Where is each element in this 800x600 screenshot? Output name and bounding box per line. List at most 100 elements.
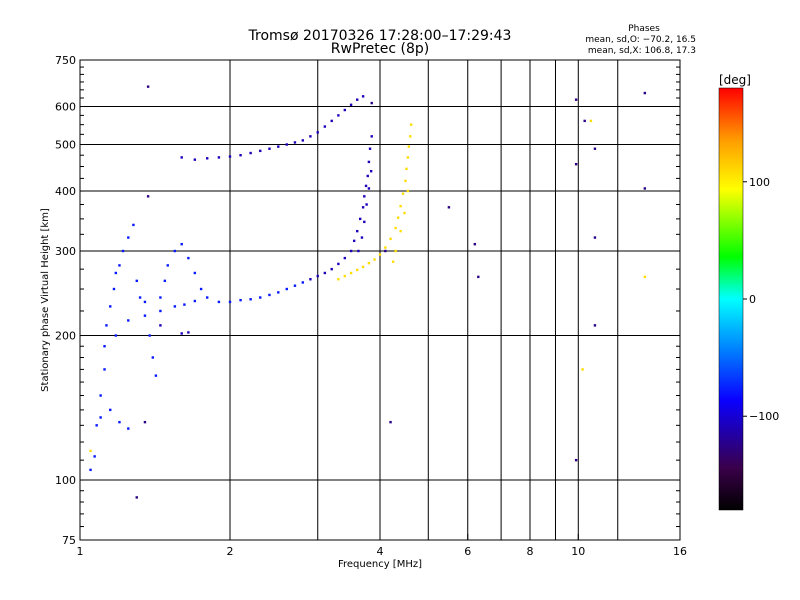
data-point <box>574 98 578 101</box>
data-point <box>112 287 116 291</box>
data-point <box>323 125 327 128</box>
data-point <box>401 192 405 195</box>
data-point <box>365 203 368 206</box>
data-point <box>593 236 597 239</box>
data-point <box>316 274 319 278</box>
x-tick-label: 10 <box>571 545 585 558</box>
data-point <box>337 262 340 266</box>
data-point <box>166 264 169 267</box>
data-point <box>99 416 102 419</box>
data-point <box>193 158 197 161</box>
chart-title: Tromsø 20170326 17:28:00–17:29:43 <box>248 28 512 44</box>
data-point <box>309 278 312 281</box>
data-point <box>367 160 371 164</box>
data-point <box>405 167 408 171</box>
data-point <box>581 368 584 371</box>
x-tick-label: 8 <box>527 545 534 558</box>
y-tick-label: 75 <box>62 534 76 547</box>
data-point <box>293 141 297 144</box>
data-point <box>643 91 647 95</box>
data-point <box>389 237 392 241</box>
data-point <box>103 345 106 348</box>
data-point <box>109 305 112 308</box>
data-point <box>118 264 121 267</box>
data-point <box>330 267 333 271</box>
data-point <box>473 242 477 246</box>
data-point <box>114 271 118 275</box>
data-point <box>103 368 106 371</box>
y-tick-label: 200 <box>55 330 76 343</box>
colorbar <box>718 87 744 511</box>
data-point <box>132 223 135 227</box>
data-point <box>99 394 102 397</box>
grid-lines <box>80 60 680 540</box>
data-point <box>404 179 407 183</box>
data-point <box>135 496 138 499</box>
data-point <box>384 249 387 253</box>
stats-line-x: mean, sd,X: 106.8, 17.3 <box>588 46 696 56</box>
data-point <box>366 174 369 178</box>
data-point <box>301 281 305 284</box>
data-point <box>403 211 406 215</box>
data-point <box>159 324 162 327</box>
data-point <box>394 249 397 253</box>
data-point <box>593 147 597 150</box>
data-point <box>205 157 209 160</box>
data-point <box>183 303 186 306</box>
data-point <box>343 274 347 278</box>
stats-heading: Phases <box>628 24 660 34</box>
data-point <box>349 271 353 275</box>
data-point <box>277 145 280 148</box>
data-point <box>391 260 395 263</box>
data-point <box>409 135 412 138</box>
data-point <box>228 155 232 158</box>
data-point <box>93 455 96 458</box>
data-point <box>268 293 271 297</box>
data-point <box>268 147 271 150</box>
data-point <box>378 253 382 256</box>
x-tick-label: 2 <box>227 545 234 558</box>
data-point <box>477 275 480 279</box>
data-point <box>193 299 197 303</box>
data-point <box>316 131 319 134</box>
y-tick-label: 400 <box>55 185 76 198</box>
data-point <box>309 135 312 138</box>
y-tick-label: 500 <box>55 139 76 152</box>
data-point <box>151 356 155 359</box>
data-point <box>249 298 252 301</box>
data-point <box>343 108 347 112</box>
data-point <box>352 239 356 243</box>
data-point <box>95 424 98 427</box>
data-point <box>337 114 340 117</box>
data-point <box>146 195 150 198</box>
data-point <box>349 103 353 106</box>
y-tick-label: 600 <box>55 101 76 114</box>
data-point <box>361 265 365 269</box>
data-point <box>407 145 411 148</box>
data-point <box>363 220 366 224</box>
data-point <box>367 261 371 265</box>
colorbar-tick-label: 0 <box>749 293 756 306</box>
data-point <box>285 143 288 146</box>
data-point <box>361 206 365 209</box>
data-point <box>330 119 333 123</box>
data-point <box>217 300 221 304</box>
data-point <box>118 420 121 424</box>
data-point <box>389 420 392 424</box>
data-point <box>143 420 147 424</box>
data-point <box>384 246 387 249</box>
data-point <box>583 119 586 123</box>
data-point <box>127 427 130 430</box>
data-point <box>259 149 262 153</box>
data-point <box>643 187 647 190</box>
data-point <box>109 408 112 412</box>
data-point <box>159 296 162 299</box>
data-point <box>259 296 262 299</box>
data-point <box>369 169 373 173</box>
data-point <box>148 334 151 337</box>
data-point <box>406 189 410 193</box>
y-axis-ticks: 75 100 200 300 400 500 600 750 <box>55 54 680 547</box>
data-point <box>143 300 147 304</box>
data-point <box>173 249 177 253</box>
